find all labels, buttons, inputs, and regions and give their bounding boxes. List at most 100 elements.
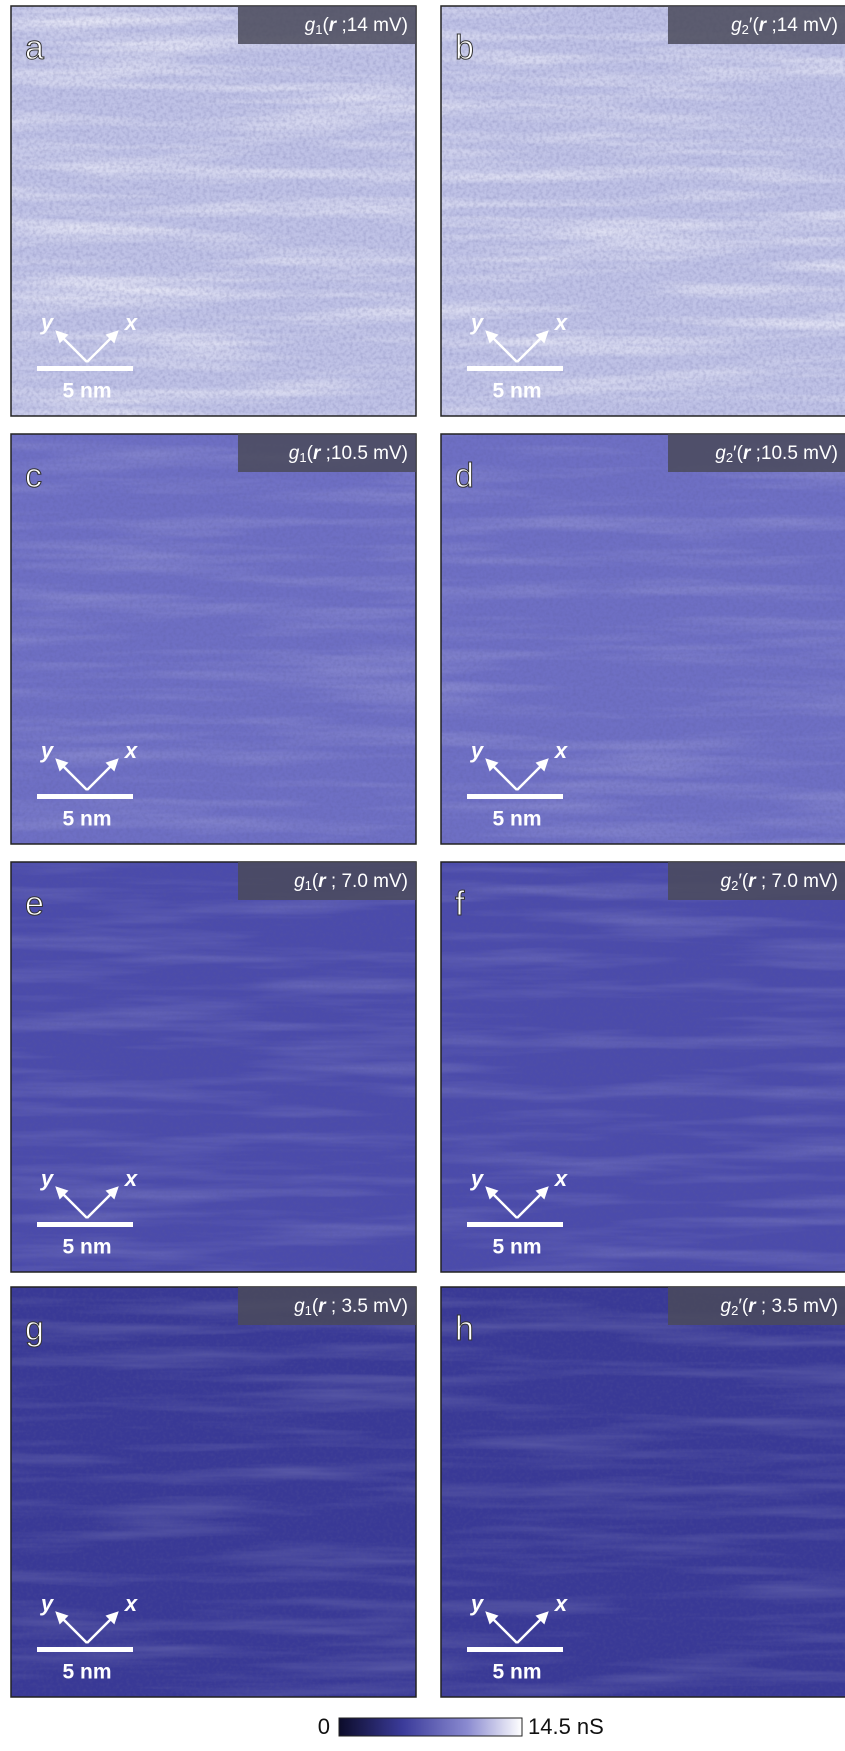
panel: g1(r ; 7.0 mV) e y x 5 nm [10,861,417,1273]
label-part: ′( [738,871,749,892]
map-noise [441,862,845,1272]
label-part: g [289,443,300,464]
label-part: g [305,15,316,36]
panel-letter: d [455,457,474,495]
label-part: ( [312,871,319,892]
colorbar-min: 0 [318,1714,330,1739]
label-part: ; 7.0 mV) [756,871,838,892]
axis-label-x: x [124,738,138,763]
scale-bar-label: 5 nm [62,1236,111,1259]
panel-label: g1(r ;10.5 mV) [289,443,408,465]
map-noise [11,6,416,416]
scale-bar [467,794,563,799]
panel-label: g2′(r ; 3.5 mV) [721,1296,838,1318]
label-part: r [318,871,327,892]
scale-bar-label: 5 nm [62,380,111,403]
axis-arrow-x [86,1186,119,1219]
label-box [238,1287,416,1325]
colorbar [338,1717,523,1737]
axis-label-y: y [470,1591,485,1616]
map-border [440,861,845,1273]
axis-label-y: y [40,738,55,763]
scale-bar-label: 5 nm [62,808,111,831]
axis-arrow-y [485,1186,518,1219]
panel-label: g1(r ;14 mV) [305,15,408,37]
axis-arrow-x [86,758,119,791]
scale-bar-label: 5 nm [492,1661,541,1684]
axis-arrow-y [485,330,518,363]
axis-arrow-y [55,758,88,791]
axis-label-y: y [470,738,485,763]
label-box [238,434,416,472]
axis-label-y: y [40,1591,55,1616]
scale-bar-label: 5 nm [62,1661,111,1684]
label-part: r [313,443,322,464]
scale-bar [37,366,133,371]
colorbar-max: 14.5 nS [528,1714,604,1739]
axis-arrow-y [55,330,88,363]
scale-bar [37,1222,133,1227]
panel: g2′(r ;14 mV) b y x 5 nm [440,5,845,417]
axis-label-x: x [554,1591,568,1616]
panel-letter: e [25,885,44,923]
panel-letter: g [25,1310,44,1348]
map-border [10,861,417,1273]
panel-letter: b [455,29,474,67]
label-part: 2 [731,1303,738,1318]
axis-label-x: x [124,1591,138,1616]
axis-arrow-x [516,758,549,791]
panel-letter: a [25,29,44,67]
map-noise [441,434,845,844]
axis-label-y: y [40,1166,55,1191]
map-border [440,1286,845,1698]
map-noise [11,862,416,1272]
label-part: ;14 mV) [336,15,408,36]
scale-bar-label: 5 nm [492,1236,541,1259]
map-noise [11,434,416,844]
scale-bar [467,1647,563,1652]
label-box [238,6,416,44]
panel: g1(r ; 3.5 mV)gy x5 nm [10,1286,417,1698]
label-part: r [748,871,757,892]
axis-arrow-y [485,758,518,791]
label-part: g [721,871,732,892]
label-part: ( [322,15,329,36]
label-part: g [294,871,305,892]
axis-label-y: y [470,310,485,335]
panel: g2′(r ;10.5 mV) d y x 5 nm [440,433,845,845]
scale-bar [37,1647,133,1652]
label-part: r [318,1296,327,1317]
axis-arrow-x [86,1611,119,1644]
scale-bar [467,1222,563,1227]
label-part: 2 [726,450,733,465]
axis-label-x: x [124,1166,138,1191]
scale-bar-label: 5 nm [492,380,541,403]
map-noise [11,1287,416,1697]
axis-arrow-y [485,1611,518,1644]
label-part: ;10.5 mV) [320,443,408,464]
label-part: 2 [731,878,738,893]
scale-bar-label: 5 nm [492,808,541,831]
axis-label-x: x [554,738,568,763]
axis-label-x: x [554,310,568,335]
map-border [10,1286,417,1698]
scale-bar [37,794,133,799]
axis-arrow-x [516,1186,549,1219]
axis-arrow-x [516,330,549,363]
map-noise [441,1287,845,1697]
label-part: ;14 mV) [766,15,838,36]
label-part: ;10.5 mV) [750,443,838,464]
label-part: ; 7.0 mV) [326,871,408,892]
panel-label: g2′(r ; 7.0 mV) [721,871,838,893]
axis-arrow-y [55,1186,88,1219]
panel-label: g2′(r ;10.5 mV) [715,443,838,465]
label-part: g [721,1296,732,1317]
scale-bar [467,366,563,371]
axis-label-y: y [470,1166,485,1191]
panel-letter: c [25,457,42,495]
label-part: ′( [738,1296,749,1317]
label-part: ′( [733,443,744,464]
panel-letter: f [455,885,465,923]
axis-arrow-x [86,330,119,363]
